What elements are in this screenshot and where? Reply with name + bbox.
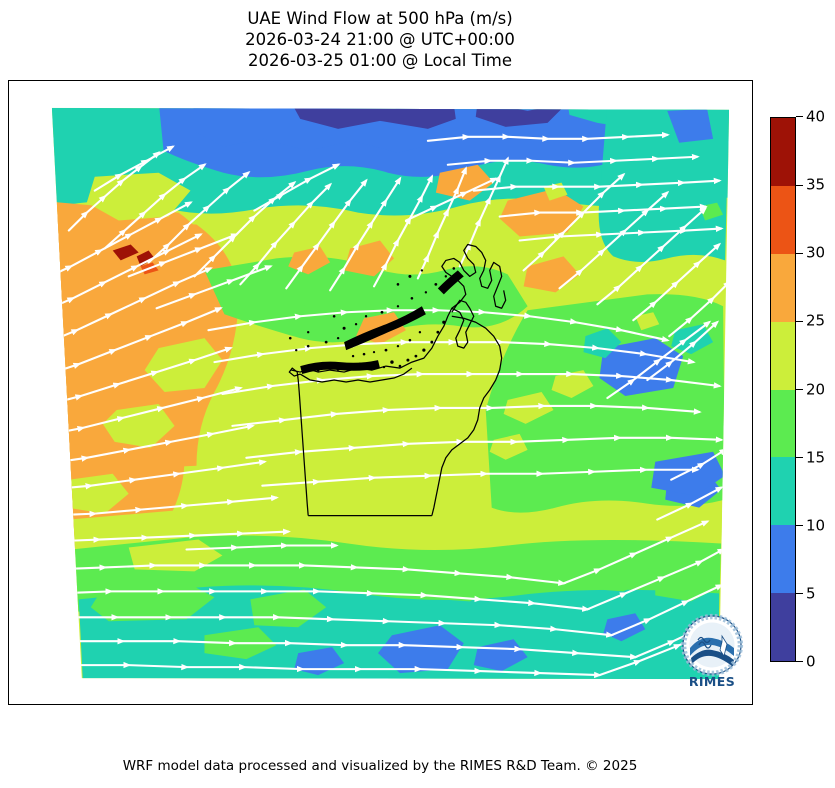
colorbar-tick-label-15: 15 [806,448,826,467]
streamline-layer [51,131,730,679]
colorbar-tick-40 [796,116,803,118]
rimes-logo: RIMES [678,612,746,690]
colorbar-band-35-40 [771,118,795,186]
colorbar-band-30-35 [771,185,795,254]
colorbar-band-20-25 [771,321,795,390]
footer-credit: WRF model data processed and visualized … [122,758,638,774]
colorbar-tick-label-30: 30 [806,243,826,262]
colorbar-band-25-30 [771,253,795,322]
colorbar-band-10-15 [771,457,795,526]
colorbar-tick-25 [796,320,803,322]
colorbar-tick-label-0: 0 [806,652,816,671]
colorbar-band-5-10 [771,525,795,594]
colorbar-tick-label-25: 25 [806,311,826,330]
colorbar-tick-label-35: 35 [806,175,826,194]
colorbar-tick-10 [796,525,803,527]
colorbar-band-15-20 [771,389,795,458]
colorbar-tick-5 [796,593,803,595]
colorbar-tick-label-10: 10 [806,516,826,535]
colorbar-tick-label-5: 5 [806,584,816,603]
uae-country-outline [288,243,507,517]
page-title: UAE Wind Flow at 500 hPa (m/s) [247,9,513,28]
colorbar: 0 5 10 15 20 25 30 35 40 [770,109,825,669]
colorbar-band-0-5 [771,593,795,661]
title-local-time: 2026-03-25 01:00 @ Local Time [247,51,513,70]
chart-title-block: UAE Wind Flow at 500 hPa (m/s) 2026-03-2… [0,8,760,71]
title-utc-time: 2026-03-24 21:00 @ UTC+00:00 [245,30,515,49]
colorbar-tick-0 [796,661,803,663]
map-plot-frame [8,80,753,705]
colorbar-tick-label-40: 40 [806,107,826,126]
colorbar-tick-label-20: 20 [806,380,826,398]
contour-fill-layer [51,107,730,680]
wind-field-map [51,107,730,680]
rimes-logo-mark [680,613,744,677]
colorbar-tick-20 [796,388,803,390]
colorbar-tick-15 [796,457,803,459]
colorbar-tick-30 [796,252,803,254]
colorbar-gradient [770,117,796,662]
coastal-islands [288,267,464,375]
rimes-logo-text: RIMES [688,674,736,689]
colorbar-tick-35 [796,184,803,186]
